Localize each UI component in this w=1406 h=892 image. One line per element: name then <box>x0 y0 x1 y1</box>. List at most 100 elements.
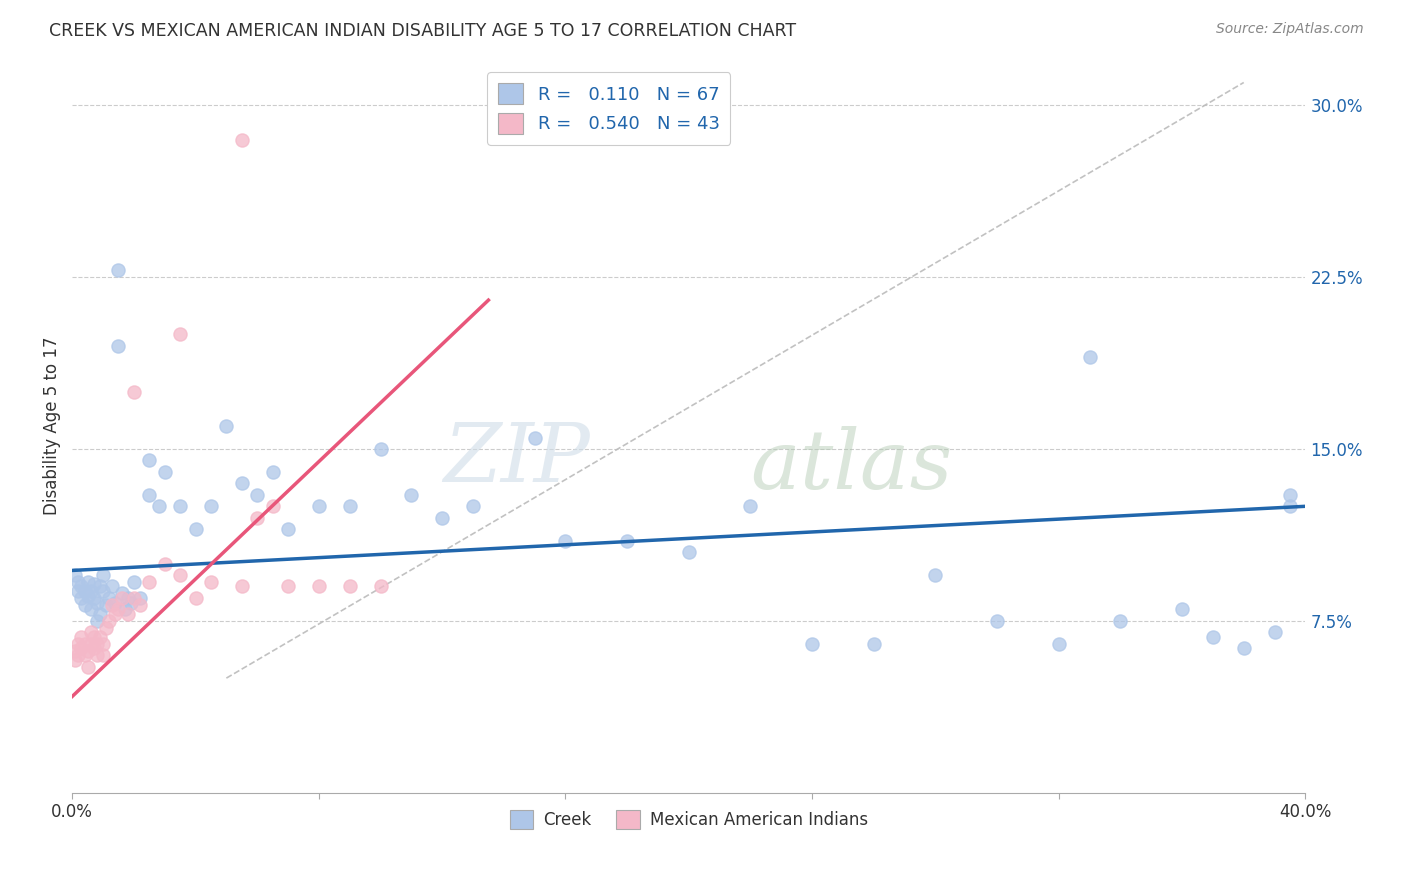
Point <box>110 591 132 605</box>
Point <box>1171 602 1194 616</box>
Point <box>83 630 105 644</box>
Point <box>73 598 96 612</box>
Point <box>110 586 132 600</box>
Point <box>67 648 90 663</box>
Point <box>138 574 160 589</box>
Point <box>129 598 152 612</box>
Point <box>523 431 546 445</box>
Point <box>148 500 170 514</box>
Point <box>94 621 117 635</box>
Point <box>122 591 145 605</box>
Point <box>76 574 98 589</box>
Y-axis label: Disability Age 5 to 17: Disability Age 5 to 17 <box>44 337 60 516</box>
Text: Source: ZipAtlas.com: Source: ZipAtlas.com <box>1216 22 1364 37</box>
Point <box>80 637 103 651</box>
Point <box>262 465 284 479</box>
Point <box>1047 637 1070 651</box>
Point <box>461 500 484 514</box>
Point <box>89 630 111 644</box>
Point <box>107 263 129 277</box>
Point <box>83 591 105 605</box>
Point <box>91 648 114 663</box>
Point <box>70 641 93 656</box>
Point <box>67 574 90 589</box>
Point <box>277 579 299 593</box>
Point <box>86 595 108 609</box>
Point <box>169 327 191 342</box>
Point <box>231 579 253 593</box>
Point <box>104 595 127 609</box>
Point <box>184 522 207 536</box>
Point <box>76 589 98 603</box>
Point <box>678 545 700 559</box>
Point <box>138 453 160 467</box>
Point <box>70 591 93 605</box>
Point <box>91 584 114 599</box>
Point <box>801 637 824 651</box>
Point <box>1109 614 1132 628</box>
Point <box>370 442 392 456</box>
Point <box>246 510 269 524</box>
Point <box>370 579 392 593</box>
Point <box>1233 641 1256 656</box>
Point <box>231 133 253 147</box>
Point <box>89 579 111 593</box>
Point <box>277 522 299 536</box>
Point <box>740 500 762 514</box>
Point <box>91 637 114 651</box>
Point <box>153 557 176 571</box>
Point <box>308 500 330 514</box>
Point <box>67 637 90 651</box>
Point <box>1078 351 1101 365</box>
Point <box>169 500 191 514</box>
Point <box>86 648 108 663</box>
Point <box>86 614 108 628</box>
Point <box>129 591 152 605</box>
Point <box>83 641 105 656</box>
Point <box>83 577 105 591</box>
Point <box>169 568 191 582</box>
Point <box>104 607 127 621</box>
Point <box>401 488 423 502</box>
Point <box>98 614 121 628</box>
Point <box>80 625 103 640</box>
Point <box>70 630 93 644</box>
Point <box>86 637 108 651</box>
Point <box>231 476 253 491</box>
Point <box>98 591 121 605</box>
Point <box>616 533 638 548</box>
Point <box>924 568 946 582</box>
Point <box>65 653 87 667</box>
Point <box>76 659 98 673</box>
Point <box>120 595 142 609</box>
Point <box>76 643 98 657</box>
Point <box>65 643 87 657</box>
Point <box>107 602 129 616</box>
Text: CREEK VS MEXICAN AMERICAN INDIAN DISABILITY AGE 5 TO 17 CORRELATION CHART: CREEK VS MEXICAN AMERICAN INDIAN DISABIL… <box>49 22 796 40</box>
Text: atlas: atlas <box>751 426 953 507</box>
Point <box>430 510 453 524</box>
Point <box>89 607 111 621</box>
Point <box>117 607 139 621</box>
Point <box>308 579 330 593</box>
Point <box>184 591 207 605</box>
Point <box>153 465 176 479</box>
Point <box>200 574 222 589</box>
Point <box>101 598 124 612</box>
Point <box>94 598 117 612</box>
Point <box>215 419 238 434</box>
Point <box>554 533 576 548</box>
Point <box>1202 630 1225 644</box>
Point <box>262 500 284 514</box>
Point <box>986 614 1008 628</box>
Point <box>1278 500 1301 514</box>
Point <box>1278 488 1301 502</box>
Point <box>246 488 269 502</box>
Legend: Creek, Mexican American Indians: Creek, Mexican American Indians <box>503 803 875 836</box>
Point <box>122 574 145 589</box>
Point <box>1264 625 1286 640</box>
Point <box>80 602 103 616</box>
Point <box>80 584 103 599</box>
Point <box>339 579 361 593</box>
Point <box>67 584 90 599</box>
